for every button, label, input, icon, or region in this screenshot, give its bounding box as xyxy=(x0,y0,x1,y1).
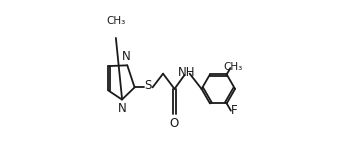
Text: S: S xyxy=(145,79,152,92)
Text: N: N xyxy=(118,102,127,115)
Text: CH₃: CH₃ xyxy=(224,62,243,72)
Text: CH₃: CH₃ xyxy=(106,16,126,26)
Text: NH: NH xyxy=(178,66,195,79)
Text: N: N xyxy=(122,50,131,63)
Text: F: F xyxy=(231,104,238,117)
Text: O: O xyxy=(170,117,179,130)
